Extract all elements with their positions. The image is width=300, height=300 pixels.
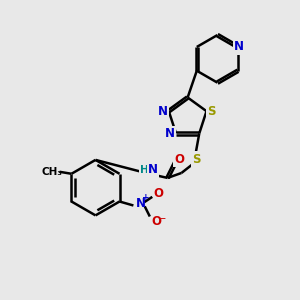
Text: O: O — [153, 187, 163, 200]
Text: S: S — [192, 153, 201, 166]
Text: N: N — [234, 40, 244, 53]
Text: N: N — [148, 164, 158, 176]
Text: H: H — [140, 165, 149, 175]
Text: +: + — [142, 193, 150, 202]
Text: N: N — [136, 197, 146, 210]
Text: O: O — [175, 153, 184, 166]
Text: ⁻: ⁻ — [159, 215, 165, 228]
Text: S: S — [207, 105, 216, 118]
Text: CH₃: CH₃ — [41, 167, 62, 177]
Text: N: N — [165, 127, 175, 140]
Text: N: N — [158, 105, 168, 118]
Text: O: O — [151, 215, 161, 228]
